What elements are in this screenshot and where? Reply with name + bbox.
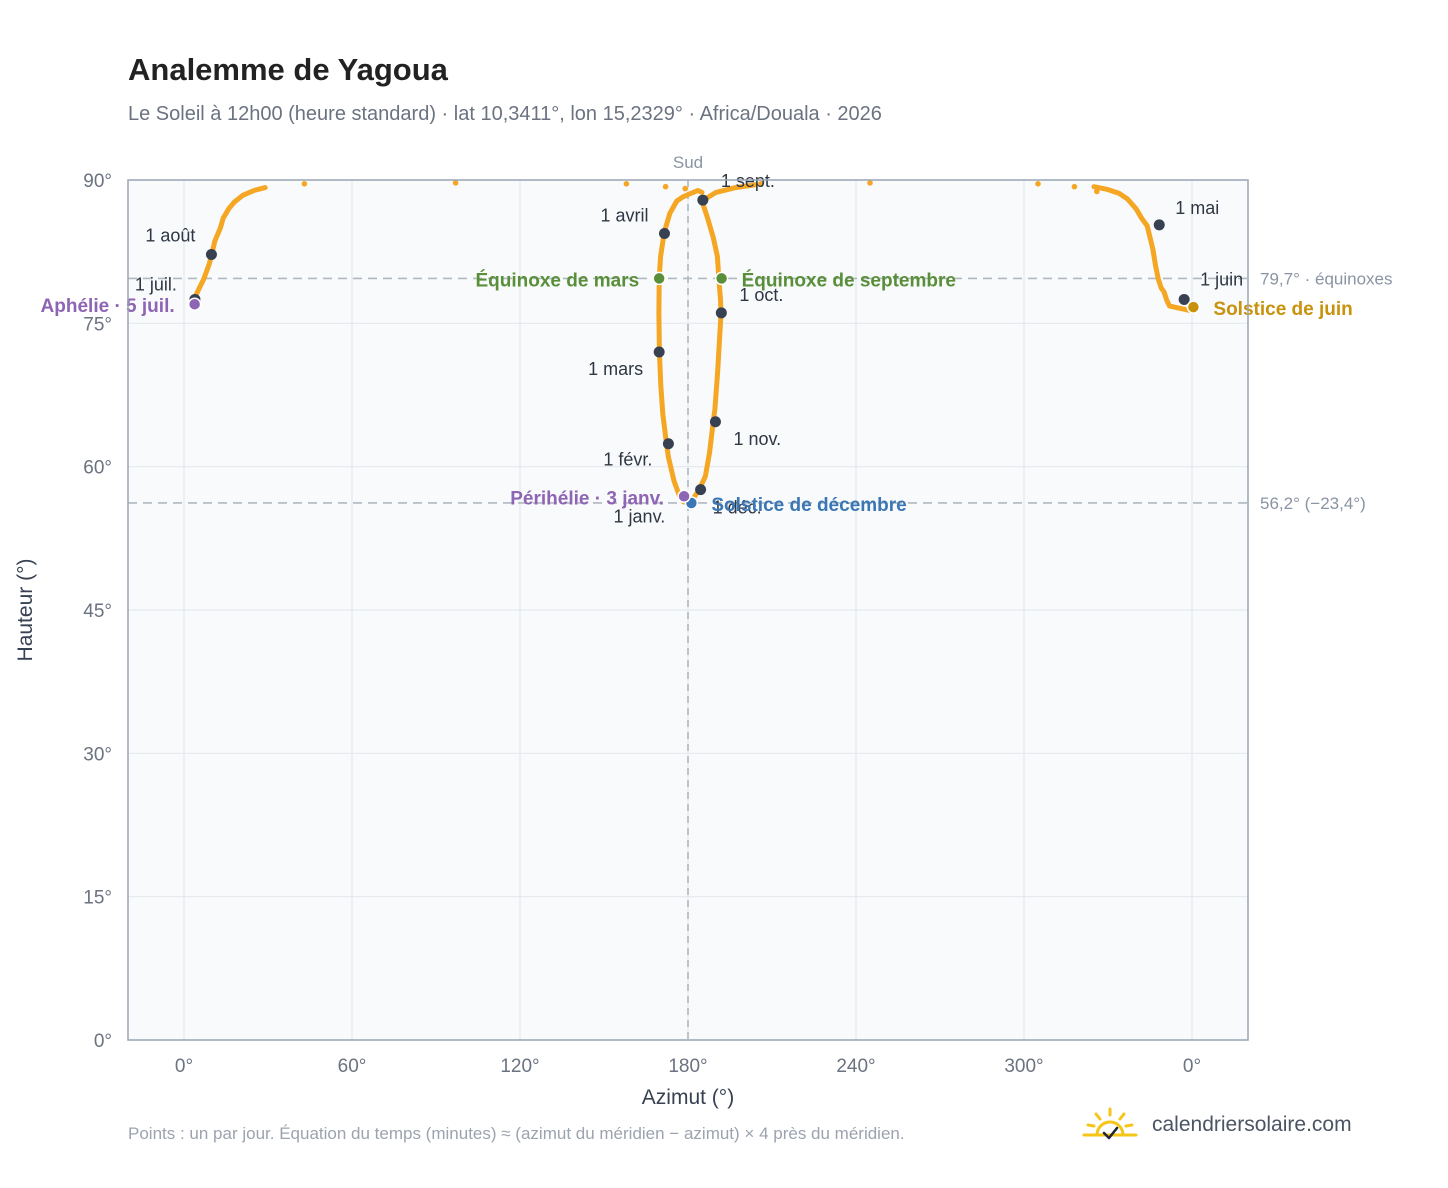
event-markers: Équinoxe de mars Équinoxe de septembre Sol…	[41, 269, 1353, 516]
event-marker	[652, 271, 666, 286]
day-point	[452, 180, 459, 186]
event-marker	[714, 271, 729, 286]
grid-lines	[128, 179, 1248, 1041]
plot-frame	[127, 179, 1249, 1041]
month-marker	[1178, 293, 1190, 305]
y-axis-label: Hauteur (°)	[14, 559, 37, 662]
month-marker	[205, 249, 217, 261]
axis-ticks: 0° 60° 120° 180° 240° 300° 0° 0° 15° 30° 45° 60° 75°…	[83, 171, 1201, 1077]
y-tick-label: 15°	[83, 888, 112, 909]
brand[interactable]: calendriersolaire.com	[1082, 1100, 1352, 1150]
day-point	[1094, 188, 1100, 195]
event-label: Équinoxe de septembre	[742, 269, 956, 291]
day-point	[301, 181, 308, 187]
analemma-curve-segment	[1091, 184, 1195, 314]
month-label: 1 avril	[600, 206, 648, 226]
analemma-curve-segment	[189, 185, 268, 302]
x-tick-label: 180°	[668, 1056, 707, 1077]
y-tick-label: 60°	[83, 458, 112, 479]
y-tick-label: 30°	[83, 744, 112, 765]
month-label: 1 mai	[1175, 198, 1219, 218]
month-marker	[715, 307, 727, 319]
event-marker	[187, 297, 202, 311]
x-tick-label: 60°	[338, 1056, 367, 1077]
x-tick-label: 300°	[1004, 1056, 1043, 1077]
month-label: 1 août	[145, 226, 195, 246]
month-label: 1 juin	[1200, 269, 1243, 289]
x-tick-label: 120°	[500, 1056, 539, 1077]
month-marker	[658, 228, 670, 240]
month-marker	[653, 346, 665, 358]
month-marker	[695, 484, 707, 496]
event-label: Périhélie · 3 janv.	[510, 488, 664, 509]
x-tick-label: 0°	[1183, 1056, 1201, 1077]
altitude-reference-label: 56,2° (−23,4°)	[1260, 494, 1366, 513]
month-markers: 1 janv. 1 févr. 1 mars 1 avril 1 mai 1 juin 1 …	[135, 171, 1243, 526]
month-label: 1 nov.	[733, 429, 781, 449]
month-label: 1 juil.	[135, 274, 177, 294]
event-label: Solstice de juin	[1213, 299, 1352, 320]
month-label: 1 févr.	[603, 450, 652, 470]
day-point	[758, 181, 764, 187]
month-marker	[662, 438, 674, 450]
month-marker	[697, 194, 709, 206]
day-point	[1035, 181, 1041, 187]
day-point	[682, 185, 688, 192]
x-axis-label: Azimut (°)	[642, 1086, 734, 1109]
event-label: Aphélie · 5 juil.	[41, 296, 175, 317]
footnote: Points : un par jour. Équation du temps …	[128, 1124, 905, 1143]
event-marker	[677, 489, 691, 504]
month-label: 1 mars	[588, 359, 643, 379]
y-tick-label: 90°	[83, 171, 112, 192]
event-label: Équinoxe de mars	[475, 269, 639, 291]
month-marker	[709, 416, 721, 428]
sun-check-icon	[1082, 1107, 1138, 1140]
month-label: 1 oct.	[739, 285, 783, 305]
month-label: 1 janv.	[614, 506, 666, 526]
x-tick-label: 240°	[836, 1056, 875, 1077]
month-label: 1 déc.	[713, 498, 762, 518]
x-tick-label: 0°	[175, 1056, 193, 1077]
brand-name: calendriersolaire.com	[1152, 1113, 1352, 1136]
y-tick-label: 45°	[83, 601, 112, 622]
altitude-reference-label: 79,7° · équinoxes	[1260, 269, 1393, 288]
meridian-label: Sud	[673, 153, 703, 172]
y-tick-label: 75°	[83, 314, 112, 335]
chart-subtitle: Le Soleil à 12h00 (heure standard) · lat…	[128, 103, 882, 125]
day-point	[623, 181, 630, 187]
event-label: Solstice de décembre	[711, 495, 906, 516]
month-label: 1 sept.	[721, 171, 775, 191]
event-marker	[1186, 300, 1201, 314]
day-point	[867, 180, 873, 186]
y-tick-label: 0°	[94, 1031, 112, 1052]
day-point	[662, 183, 669, 190]
month-marker	[1153, 219, 1165, 231]
sparse-day-points	[301, 180, 1100, 195]
chart-title: Analemme de Yagoua	[128, 52, 448, 87]
day-point	[1071, 183, 1078, 190]
